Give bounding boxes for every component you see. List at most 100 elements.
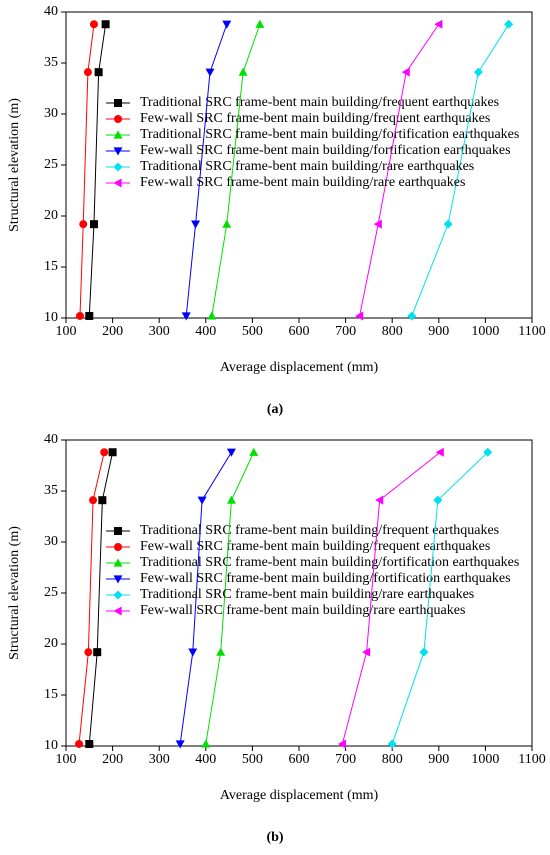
- legend-label: Traditional SRC frame-bent main building…: [140, 587, 474, 602]
- data-point: [89, 496, 98, 505]
- legend-marker: [113, 590, 123, 600]
- legend-marker: [113, 162, 123, 172]
- legend-label: Few-wall SRC frame-bent main building/ra…: [140, 175, 465, 190]
- y-tick-label: 10: [44, 738, 58, 753]
- data-point: [98, 496, 107, 505]
- data-point: [181, 312, 191, 321]
- data-point: [201, 739, 211, 748]
- x-tick-label: 900: [428, 324, 449, 339]
- x-tick-label: 200: [102, 752, 123, 767]
- legend-label: Traditional SRC frame-bent main building…: [140, 127, 519, 142]
- y-tick-label: 30: [44, 106, 58, 121]
- y-tick-label: 25: [44, 585, 58, 600]
- data-point: [238, 67, 248, 76]
- y-tick-label: 20: [44, 636, 58, 651]
- caption: (b): [266, 830, 283, 845]
- legend-label: Few-wall SRC frame-bent main building/fo…: [140, 143, 511, 158]
- data-point: [483, 447, 493, 457]
- y-tick-label: 25: [44, 157, 58, 172]
- series-line: [185, 24, 228, 317]
- caption: (a): [267, 402, 284, 417]
- data-point: [85, 739, 94, 748]
- data-point: [75, 739, 84, 748]
- chart: 100 200 300 400 500 600 700 800 900 1000 1100 10 15 2…: [7, 432, 546, 845]
- series-line: [205, 452, 255, 745]
- y-tick-label: 20: [44, 208, 58, 223]
- legend-label: Traditional SRC frame-bent main building…: [140, 523, 499, 538]
- y-tick-label: 15: [44, 259, 58, 274]
- data-point: [188, 648, 198, 657]
- data-point: [226, 495, 236, 504]
- x-tick-label: 100: [56, 752, 77, 767]
- x-tick-label: 100: [56, 324, 77, 339]
- data-point: [94, 68, 103, 77]
- data-point: [473, 67, 483, 77]
- x-tick-label: 1100: [518, 324, 545, 339]
- data-point: [222, 20, 232, 29]
- legend-marker: [113, 147, 123, 156]
- legend-marker: [113, 178, 122, 188]
- legend-marker: [114, 527, 122, 535]
- data-point: [83, 68, 92, 77]
- series-line: [78, 452, 105, 745]
- series-line: [359, 23, 440, 317]
- legend-marker: [114, 115, 122, 123]
- legend-label: Few-wall SRC frame-bent main building/fo…: [140, 571, 511, 586]
- data-point: [207, 311, 217, 320]
- data-point: [362, 647, 371, 657]
- y-tick-label: 35: [44, 55, 58, 70]
- x-tick-label: 200: [102, 324, 123, 339]
- data-point: [387, 739, 397, 749]
- data-point: [100, 448, 109, 457]
- legend-label: Traditional SRC frame-bent main building…: [140, 95, 499, 110]
- x-tick-label: 300: [149, 752, 170, 767]
- series-line: [341, 451, 441, 745]
- y-tick-label: 40: [44, 4, 58, 19]
- x-tick-label: 700: [335, 324, 356, 339]
- data-point: [79, 220, 88, 229]
- y-axis-title: Structural elevation (m): [7, 98, 22, 232]
- series-line: [179, 451, 232, 745]
- y-axis-title: Structural elevation (m): [7, 526, 22, 660]
- legend-marker: [113, 558, 123, 567]
- data-point: [216, 647, 226, 656]
- series-line: [88, 24, 107, 316]
- data-point: [433, 495, 443, 505]
- data-point: [89, 20, 98, 29]
- x-tick-label: 600: [289, 752, 310, 767]
- x-tick-label: 500: [242, 752, 263, 767]
- x-tick-label: 900: [428, 752, 449, 767]
- x-axis-title: Average displacement (mm): [220, 360, 379, 375]
- legend-label: Few-wall SRC frame-bent main building/fr…: [140, 539, 490, 554]
- legend-marker: [113, 606, 122, 616]
- y-tick-label: 15: [44, 687, 58, 702]
- data-point: [93, 648, 102, 657]
- data-point: [197, 496, 207, 505]
- chart: 100 200 300 400 500 600 700 800 900 1000 1100 10 15 2…: [7, 4, 546, 417]
- data-point: [75, 311, 84, 320]
- data-point: [226, 448, 236, 457]
- x-axis-title: Average displacement (mm): [220, 788, 379, 803]
- x-tick-label: 800: [382, 324, 403, 339]
- data-point: [84, 648, 93, 657]
- y-tick-label: 30: [44, 534, 58, 549]
- y-tick-label: 40: [44, 432, 58, 447]
- x-tick-label: 500: [242, 324, 263, 339]
- data-point: [355, 311, 364, 321]
- legend-marker: [114, 99, 122, 107]
- x-tick-label: 400: [195, 752, 216, 767]
- data-point: [101, 20, 110, 29]
- data-point: [435, 447, 444, 457]
- x-tick-label: 1000: [471, 324, 499, 339]
- data-point: [249, 447, 259, 456]
- data-point: [191, 220, 201, 229]
- x-tick-label: 600: [289, 324, 310, 339]
- data-point: [401, 67, 410, 77]
- data-point: [337, 739, 346, 749]
- legend-marker: [113, 130, 123, 139]
- series-line: [411, 23, 510, 317]
- data-point: [89, 220, 98, 229]
- x-tick-label: 300: [149, 324, 170, 339]
- data-point: [375, 495, 384, 505]
- legend-label: Traditional SRC frame-bent main building…: [140, 555, 519, 570]
